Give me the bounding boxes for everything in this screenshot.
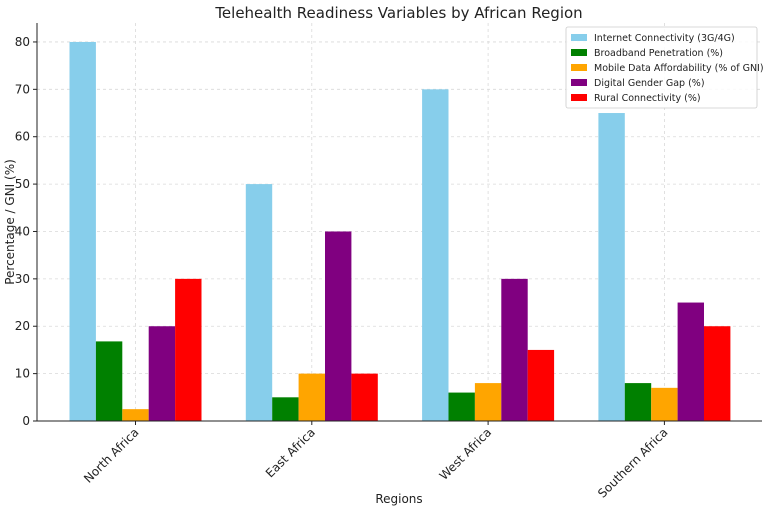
bar-broadband-penetration-west-africa bbox=[448, 392, 475, 421]
y-tick-label: 20 bbox=[15, 319, 30, 333]
legend-swatch bbox=[571, 34, 587, 41]
bar-mobile-data-affordability-of-gni-north-africa bbox=[122, 409, 149, 421]
y-tick-label: 70 bbox=[15, 82, 30, 96]
legend-swatch bbox=[571, 79, 587, 86]
y-tick-label: 10 bbox=[15, 367, 30, 381]
y-tick-label: 50 bbox=[15, 177, 30, 191]
bar-digital-gender-gap-east-africa bbox=[325, 231, 352, 421]
legend-label: Internet Connectivity (3G/4G) bbox=[594, 33, 735, 44]
bar-rural-connectivity-west-africa bbox=[527, 349, 555, 421]
bar-internet-connectivity-3g-4g-north-africa bbox=[69, 41, 96, 421]
y-axis-title: Percentage / GNI (%) bbox=[3, 159, 17, 285]
legend-label: Mobile Data Affordability (% of GNI) bbox=[594, 63, 764, 74]
bar-mobile-data-affordability-of-gni-east-africa bbox=[298, 373, 325, 421]
bar-internet-connectivity-3g-4g-east-africa bbox=[245, 184, 273, 421]
legend: Internet Connectivity (3G/4G) Broadband P… bbox=[565, 26, 764, 109]
legend-swatch bbox=[571, 49, 587, 56]
x-tick-label: East Africa bbox=[263, 425, 318, 480]
bar-mobile-data-affordability-of-gni-southern-africa bbox=[651, 387, 678, 421]
legend-label: Broadband Penetration (%) bbox=[594, 48, 723, 59]
chart-title: Telehealth Readiness Variables by Africa… bbox=[214, 4, 582, 22]
y-tick-label: 30 bbox=[15, 272, 30, 286]
x-tick-label: West Africa bbox=[437, 425, 495, 483]
bar-broadband-penetration-north-africa bbox=[95, 341, 123, 421]
bar-broadband-penetration-southern-africa bbox=[624, 383, 652, 421]
y-tick-label: 0 bbox=[22, 414, 30, 428]
bar-internet-connectivity-3g-4g-west-africa bbox=[422, 89, 449, 421]
bar-broadband-penetration-east-africa bbox=[272, 397, 299, 421]
legend-label: Digital Gender Gap (%) bbox=[594, 78, 705, 89]
legend-box bbox=[565, 26, 758, 109]
bars-layer bbox=[69, 41, 731, 422]
legend-swatch bbox=[571, 94, 587, 101]
bar-rural-connectivity-north-africa bbox=[175, 278, 202, 421]
bar-digital-gender-gap-southern-africa bbox=[677, 302, 704, 421]
legend-label: Rural Connectivity (%) bbox=[594, 93, 701, 104]
x-axis-title: Regions bbox=[375, 492, 422, 506]
bar-rural-connectivity-east-africa bbox=[351, 373, 378, 421]
x-tick-label: Southern Africa bbox=[595, 425, 670, 500]
bar-internet-connectivity-3g-4g-southern-africa bbox=[598, 113, 625, 422]
y-tick-label: 40 bbox=[15, 224, 30, 238]
axes-layer bbox=[33, 23, 762, 425]
bar-digital-gender-gap-west-africa bbox=[501, 278, 528, 421]
y-tick-label: 60 bbox=[15, 130, 30, 144]
x-tick-label: North Africa bbox=[81, 425, 142, 486]
bar-rural-connectivity-southern-africa bbox=[704, 326, 731, 421]
bar-digital-gender-gap-north-africa bbox=[148, 326, 176, 421]
legend-swatch bbox=[571, 64, 587, 71]
bar-mobile-data-affordability-of-gni-west-africa bbox=[474, 383, 502, 421]
y-tick-label: 80 bbox=[15, 35, 30, 49]
